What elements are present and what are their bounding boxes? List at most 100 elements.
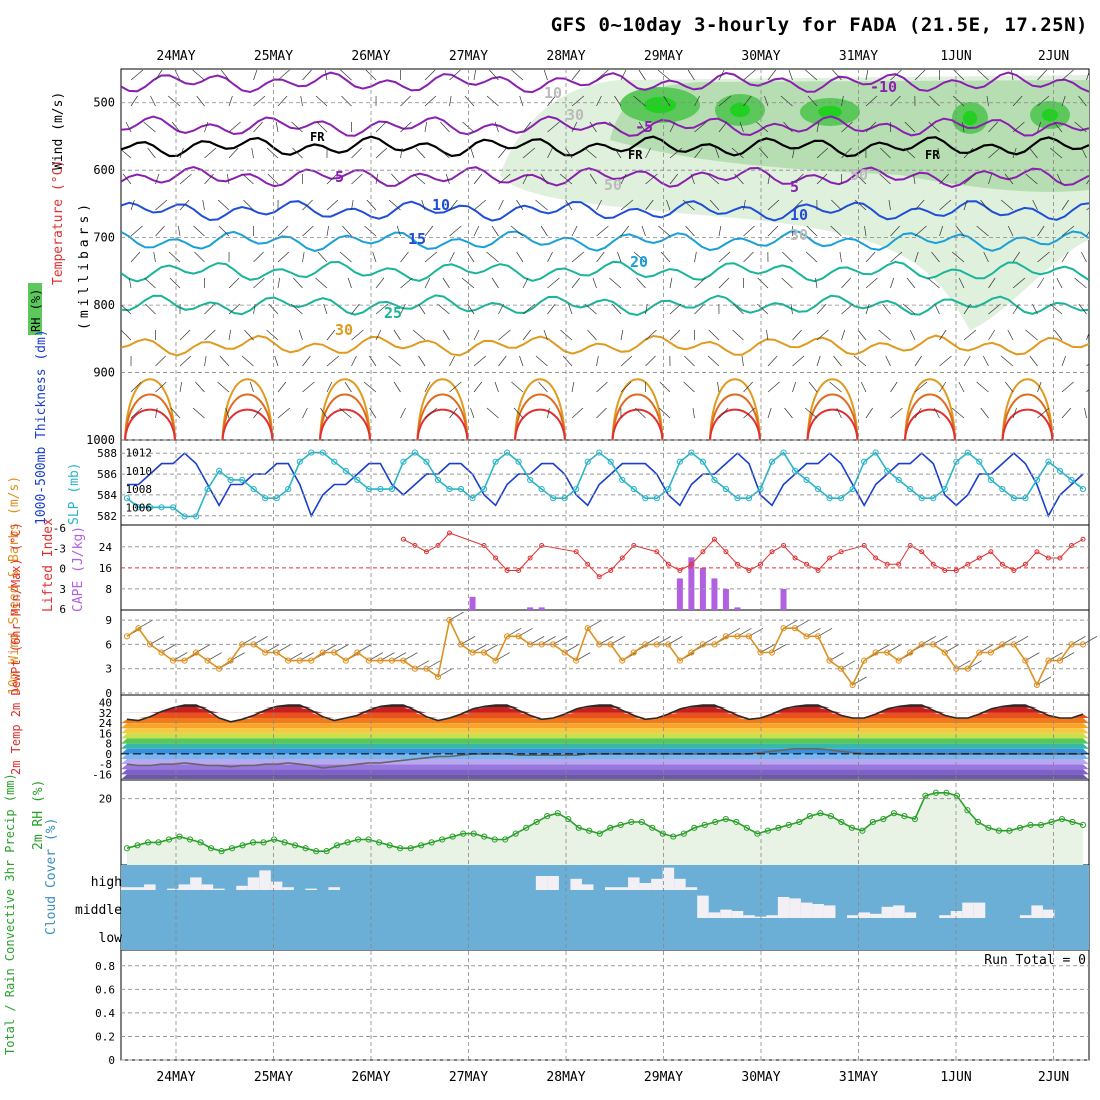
rh-line-point <box>806 813 813 820</box>
wind-barb <box>645 303 648 315</box>
wind-barb <box>225 407 230 419</box>
li-point <box>631 543 637 548</box>
rh-line-point <box>386 842 393 849</box>
wind-barb <box>1049 303 1063 315</box>
wind-barb <box>449 69 461 81</box>
cloud-middle-bar <box>939 915 951 918</box>
wind-barb <box>1049 147 1063 159</box>
wind-barb <box>718 121 728 133</box>
wind-barb <box>424 95 437 107</box>
rh-line-point <box>281 839 288 846</box>
rh-line-point <box>838 818 845 826</box>
cloud-middle-bar <box>950 911 963 918</box>
wind-barb <box>130 69 144 81</box>
wind-barb <box>1086 179 1089 185</box>
wind-barb <box>1056 277 1063 289</box>
wind-barb <box>547 147 553 159</box>
wind-barb <box>1029 355 1038 367</box>
cloud-axis-labels: Cloud Cover (%) <box>44 818 59 935</box>
temp-band <box>121 764 1089 770</box>
wind-speed-line-point <box>400 657 407 664</box>
cape-bar <box>538 607 545 610</box>
rh-line-point <box>985 824 992 831</box>
date-label-top: 1JUN <box>940 49 971 64</box>
wind-barb <box>666 199 671 211</box>
temp-tick-label: -8 <box>99 758 112 771</box>
wind-barb <box>983 251 989 263</box>
wind-barb <box>147 147 156 159</box>
wind-barb <box>470 147 475 159</box>
wind-barb <box>645 355 656 367</box>
wind-barb <box>709 199 720 211</box>
isotherm-line <box>121 115 1089 137</box>
wind-barb <box>988 329 996 341</box>
li-point <box>619 555 625 561</box>
wind-barb <box>857 329 867 341</box>
rh-line-point <box>312 848 320 855</box>
wind-barb <box>963 303 971 315</box>
rh-line-point <box>932 789 940 796</box>
li-tick-label: 3 <box>59 583 66 596</box>
wind-barb <box>865 303 870 315</box>
wind-speed-line-point <box>227 657 234 664</box>
precip-tick-label: 0 <box>108 1054 115 1067</box>
wind-barb <box>669 121 676 133</box>
wind-speed-line-point <box>480 649 488 656</box>
isotherm-line <box>121 230 1089 253</box>
slp-line-point <box>987 476 994 484</box>
wind-speed-line-point <box>123 633 131 640</box>
wind-speed-line-point <box>492 657 499 664</box>
slp-tick-label: 1008 <box>126 483 153 496</box>
wind-barb <box>633 95 646 107</box>
wind-barb <box>449 95 452 107</box>
surface-isotherm <box>904 393 956 440</box>
surface-isotherm <box>514 393 566 440</box>
temp-band <box>121 707 1089 713</box>
wind-barb <box>291 121 303 133</box>
wind-barb <box>571 407 584 419</box>
slp-line-point <box>849 485 856 493</box>
wind-barb <box>939 225 944 237</box>
wind-barb <box>865 277 878 289</box>
surface-isotherm <box>611 393 664 440</box>
wind-barb <box>179 199 190 211</box>
slp-tick-label: 1012 <box>126 447 153 460</box>
cloud-middle-bar <box>777 897 790 918</box>
date-label-top: 29MAY <box>644 49 683 64</box>
rh-line-point <box>617 821 624 828</box>
wind-speed-line-point <box>849 681 856 689</box>
rh-line-point <box>754 830 761 837</box>
wind-barb <box>743 95 752 107</box>
wind-barb <box>498 329 511 341</box>
isotherm-line <box>121 260 1089 283</box>
run-total: Run Total = 0 <box>984 953 1086 968</box>
cloud-middle-bar <box>800 902 813 918</box>
wind-barb <box>914 199 925 211</box>
wind-barb <box>767 407 772 419</box>
isotherm-line <box>121 294 1089 317</box>
date-label-bottom: 2JUN <box>1038 1070 1069 1085</box>
wind-barb <box>758 147 769 159</box>
li-point <box>919 549 925 555</box>
surface-isotherm <box>221 393 274 440</box>
slp-line-point <box>573 485 580 493</box>
wind-barb <box>424 407 438 419</box>
date-label-top: 25MAY <box>254 49 293 64</box>
wind-barb <box>878 329 891 341</box>
date-label-top: 24MAY <box>156 49 195 64</box>
rh-line-point <box>691 824 698 831</box>
slp-line-point <box>642 495 649 502</box>
wind-barb <box>277 225 289 237</box>
date-label-bottom: 27MAY <box>449 1070 488 1085</box>
rh-shade-peak <box>962 110 978 126</box>
li-point <box>527 555 533 561</box>
wind-barb <box>743 69 756 81</box>
wind-speed-line-point <box>734 633 741 640</box>
rh-line-point <box>680 830 687 837</box>
wind-barb <box>369 355 377 367</box>
rh-line-point <box>176 833 183 840</box>
wind-barb <box>694 121 707 133</box>
wind-barb <box>816 329 829 341</box>
wind-barb <box>953 69 965 81</box>
